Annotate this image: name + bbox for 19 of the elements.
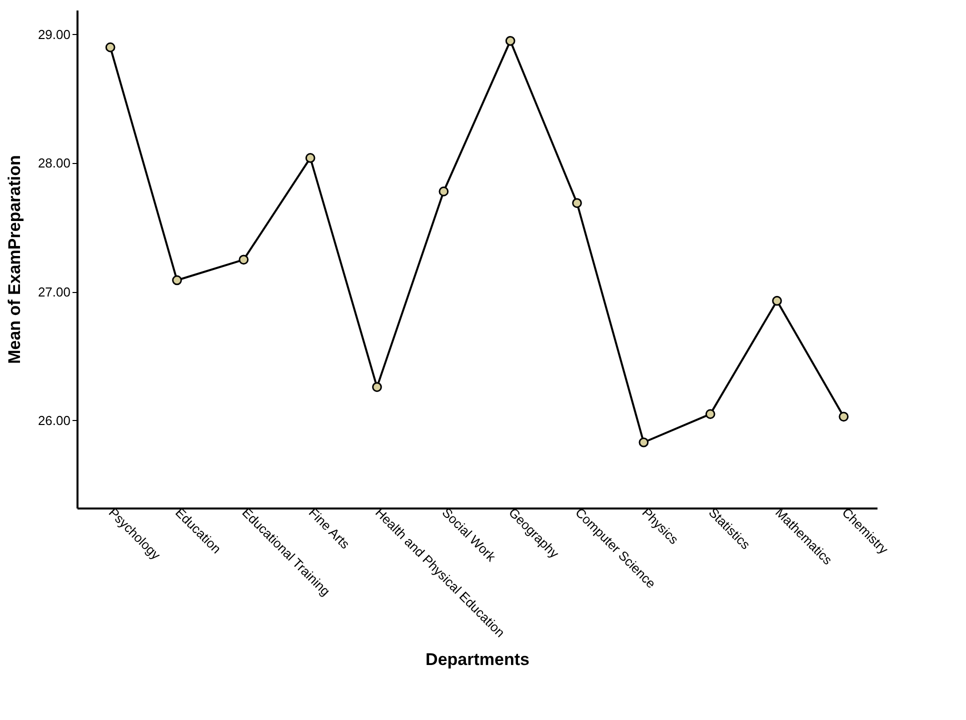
y-tick-label: 28.00 (38, 156, 70, 171)
y-axis-title: Mean of ExamPreparation (4, 155, 24, 364)
point (705, 409, 716, 419)
point (238, 254, 249, 265)
point (505, 36, 516, 46)
point (172, 275, 182, 286)
x-axis-title: Departments (426, 650, 530, 670)
point (438, 186, 449, 196)
x-tick-label: Fine Arts (306, 504, 354, 552)
point (572, 198, 582, 208)
y-tick-label: 26.00 (38, 412, 70, 428)
point (305, 153, 316, 163)
y-tick-label: 29.00 (38, 26, 70, 42)
point (772, 296, 782, 306)
point (638, 437, 649, 448)
point (372, 382, 382, 392)
point (105, 42, 116, 52)
y-tick-label: 27.00 (38, 284, 70, 300)
point (838, 412, 849, 422)
